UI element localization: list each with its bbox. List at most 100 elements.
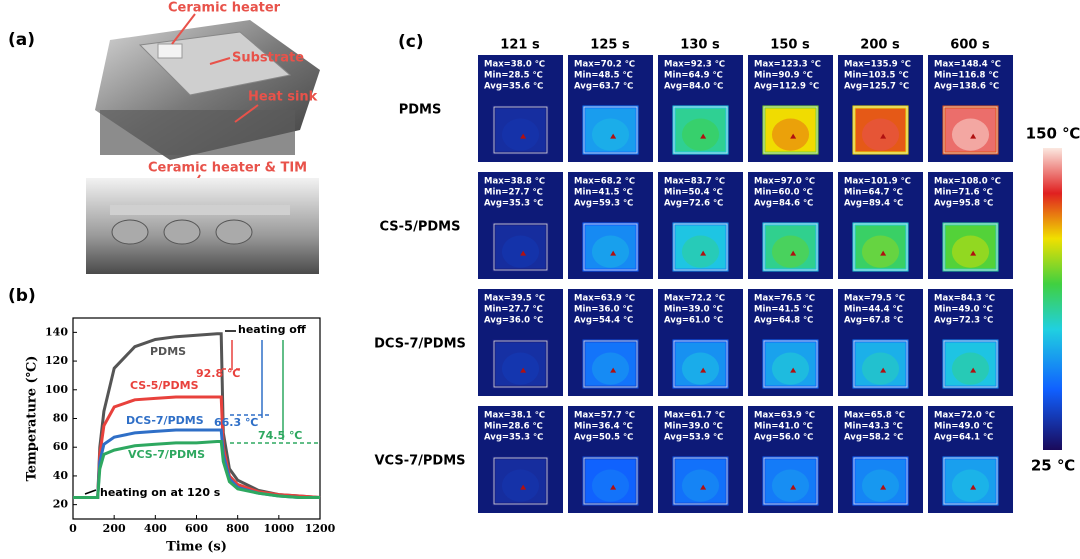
cell-reading: Max=76.5 ℃	[754, 294, 815, 304]
column-header: 200 s	[860, 38, 900, 53]
cell-reading: Max=39.5 ℃	[484, 294, 545, 304]
cell-reading: Min=27.7 ℃	[484, 188, 543, 198]
cell-reading: Max=101.9 ℃	[844, 177, 911, 187]
cell-reading: Max=72.2 ℃	[664, 294, 725, 304]
roi-box	[853, 223, 908, 271]
max-marker	[880, 133, 887, 139]
hot-spot	[771, 352, 810, 385]
roi-box	[763, 223, 818, 271]
hot-spot	[951, 235, 990, 268]
max-marker	[970, 484, 977, 490]
roi-box	[673, 106, 728, 154]
roi-box	[943, 340, 998, 388]
max-marker	[880, 484, 887, 490]
cell-reading: Min=64.7 ℃	[844, 188, 903, 198]
cell-reading: Min=28.5 ℃	[484, 71, 543, 81]
hot-spot	[861, 469, 900, 502]
cell-reading: Avg=36.0 ℃	[484, 316, 543, 326]
photo-label: Heat sink	[248, 90, 318, 105]
max-marker	[520, 484, 527, 490]
cell-reading: Min=48.5 ℃	[574, 71, 633, 81]
cell-reading: Avg=35.6 ℃	[484, 82, 543, 92]
roi-box	[943, 106, 998, 154]
max-marker	[790, 250, 797, 256]
arrow	[209, 57, 231, 65]
series-label: CS-5/PDMS	[130, 379, 199, 392]
colorbar-label: 150 ℃	[1026, 125, 1080, 143]
max-marker	[700, 133, 707, 139]
column-header: 121 s	[500, 38, 540, 53]
max-marker	[610, 133, 617, 139]
series-label: DCS-7/PDMS	[126, 414, 204, 427]
hot-spot	[681, 235, 720, 268]
cell-reading: Min=64.9 ℃	[664, 71, 723, 81]
hot-spot	[591, 469, 630, 502]
roi-box	[583, 340, 638, 388]
roi-box	[493, 340, 548, 388]
cell-reading: Max=63.9 ℃	[754, 411, 815, 421]
cell-reading: Min=41.5 ℃	[754, 305, 813, 315]
max-marker	[790, 133, 797, 139]
thermal-grid: 121 s 125 s 130 s 150 s 200 s 600 s PDMS Max=38…	[374, 38, 1013, 513]
cell-reading: Avg=35.3 ℃	[484, 199, 543, 209]
cell-reading: Avg=72.6 ℃	[664, 199, 723, 209]
cell-reading: Avg=138.6 ℃	[934, 82, 999, 92]
cell-reading: Avg=95.8 ℃	[934, 199, 993, 209]
panel-label: (b)	[8, 286, 36, 306]
hot-spot	[681, 118, 720, 151]
cell-reading: Max=38.8 ℃	[484, 177, 545, 187]
cell-reading: Avg=63.7 ℃	[574, 82, 633, 92]
annotation: 66.3 ℃	[214, 416, 258, 429]
colorbar	[1043, 148, 1062, 450]
hot-spot	[951, 352, 990, 385]
roi-box	[673, 340, 728, 388]
y-tick-label: 40	[53, 469, 69, 482]
cell-reading: Min=41.5 ℃	[574, 188, 633, 198]
photo-label: Substrate	[232, 51, 304, 66]
cell-reading: Max=38.1 ℃	[484, 411, 545, 421]
max-marker	[970, 133, 977, 139]
column-header: 125 s	[590, 38, 630, 53]
cell-reading: Min=116.8 ℃	[934, 71, 999, 81]
cell-reading: Max=148.4 ℃	[934, 60, 1001, 70]
roi-box	[583, 223, 638, 271]
row-label: DCS-7/PDMS	[374, 337, 466, 352]
max-marker	[610, 367, 617, 373]
max-marker	[700, 367, 707, 373]
annotation-arrow	[84, 489, 97, 495]
row-label: PDMS	[399, 103, 442, 118]
cell-reading: Avg=72.3 ℃	[934, 316, 993, 326]
y-tick-label: 60	[53, 440, 69, 453]
cell-reading: Max=123.3 ℃	[754, 60, 821, 70]
hot-spot	[951, 118, 990, 151]
cell-reading: Max=97.0 ℃	[754, 177, 815, 187]
cell-reading: Avg=125.7 ℃	[844, 82, 909, 92]
max-marker	[700, 250, 707, 256]
roi-box	[943, 223, 998, 271]
cell-reading: Min=39.0 ℃	[664, 305, 723, 315]
row-label: VCS-7/PDMS	[374, 454, 465, 469]
cell-reading: Max=72.0 ℃	[934, 411, 995, 421]
x-tick-label: 800	[226, 522, 249, 535]
roi-box	[583, 457, 638, 505]
annotation: 92.8 ℃	[196, 367, 240, 380]
cell-reading: Avg=50.5 ℃	[574, 433, 633, 443]
y-tick-label: 20	[53, 498, 69, 511]
annotation: 74.5 ℃	[258, 429, 302, 442]
cell-reading: Max=92.3 ℃	[664, 60, 725, 70]
hot-spot	[681, 469, 720, 502]
max-marker	[880, 250, 887, 256]
hot-spot	[501, 235, 540, 268]
cell-reading: Max=63.9 ℃	[574, 294, 635, 304]
max-marker	[520, 367, 527, 373]
cell-reading: Max=108.0 ℃	[934, 177, 1001, 187]
series-label: PDMS	[150, 345, 186, 358]
hot-spot	[501, 352, 540, 385]
roi-box	[493, 223, 548, 271]
max-marker	[610, 250, 617, 256]
photo-tim	[86, 178, 319, 274]
column-header: 150 s	[770, 38, 810, 53]
cell-reading: Avg=89.4 ℃	[844, 199, 903, 209]
roi-box	[673, 223, 728, 271]
